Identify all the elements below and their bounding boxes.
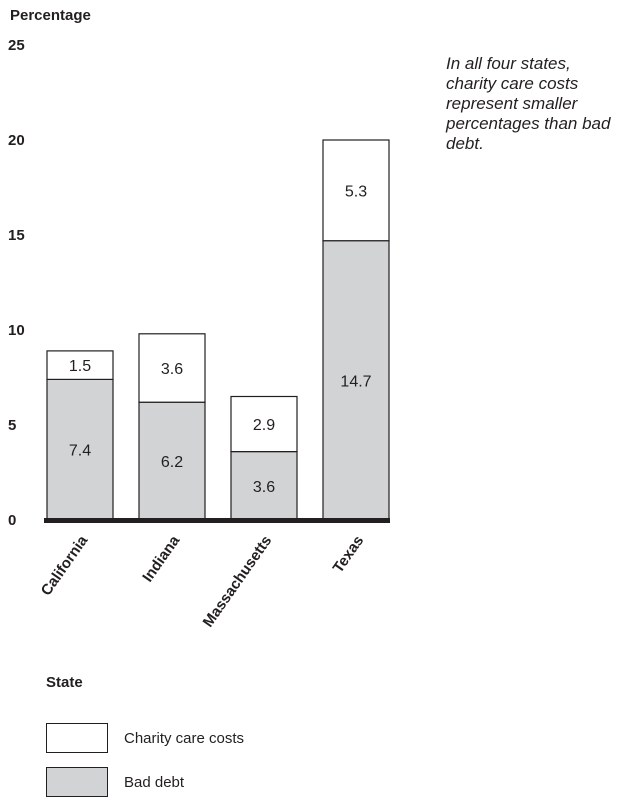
data-label-bad-debt-indiana: 6.2 [161,454,183,471]
data-label-bad-debt-california: 7.4 [69,443,91,460]
y-axis-ticks: 0 5 10 15 20 25 [8,37,25,529]
bars: 7.4 1.5 6.2 3.6 3.6 2.9 14.7 5.3 [44,139,390,523]
legend-label-charity-care: Charity care costs [124,729,245,747]
y-tick-label-20: 20 [8,132,25,149]
x-tick-label-massachusetts: Massachusetts [200,533,276,631]
legend-swatch-bad-debt [46,767,108,797]
data-label-charity-care-costs-texas: 5.3 [345,183,367,200]
x-tick-label-indiana: Indiana [139,532,183,585]
y-tick-label-0: 0 [8,512,16,529]
legend-item-bad-debt: Bad debt [46,766,244,798]
data-label-charity-care-costs-california: 1.5 [69,358,91,375]
x-axis-baseline [44,518,390,523]
data-label-bad-debt-massachusetts: 3.6 [253,479,275,496]
y-tick-label-25: 25 [8,37,25,54]
y-tick-label-10: 10 [8,322,25,339]
legend-label-bad-debt: Bad debt [124,773,185,791]
bar-charity-care-costs-california [46,350,114,380]
data-label-bad-debt-texas: 14.7 [340,373,371,390]
data-label-charity-care-costs-indiana: 3.6 [161,361,183,378]
legend: Charity care costs Bad debt [46,722,244,810]
legend-swatch-charity-care [46,723,108,753]
bar-charity-care-costs-massachusetts [230,395,298,453]
bar-bad-debt-indiana [138,401,206,521]
x-tick-label-texas: Texas [330,533,368,577]
bar-bad-debt-massachusetts [230,451,298,521]
stacked-bar-chart: Percentage 0 5 10 15 20 25 7.4 1.5 6.2 3.6 3.6 2.9… [8,7,390,630]
data-label-charity-care-costs-massachusetts: 2.9 [253,417,275,434]
bar-bad-debt-texas [322,240,390,521]
bar-charity-care-costs-indiana [138,333,206,403]
y-tick-label-5: 5 [8,417,16,434]
y-axis-label: Percentage [10,7,91,24]
x-axis-label: State [46,674,83,691]
bar-charity-care-costs-texas [322,139,390,242]
x-axis-categories: California Indiana Massachusetts Texas [38,532,368,630]
chart-annotation: In all four states, charity care costs r… [446,54,611,153]
y-tick-label-15: 15 [8,227,25,244]
legend-item-charity-care: Charity care costs [46,722,244,754]
x-tick-label-california: California [38,532,92,599]
bar-bad-debt-california [46,378,114,521]
